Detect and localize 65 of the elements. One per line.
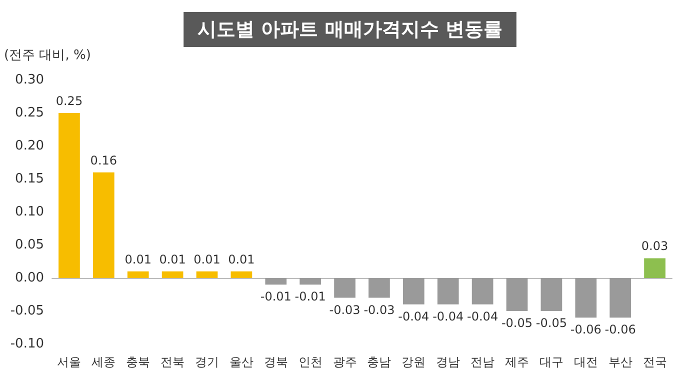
bar bbox=[162, 271, 184, 278]
bar bbox=[92, 172, 114, 278]
x-tick-label: 충북 bbox=[126, 355, 150, 369]
bar bbox=[230, 271, 252, 278]
bar bbox=[506, 278, 528, 311]
y-tick-label: -0.05 bbox=[10, 304, 44, 318]
data-label: -0.06 bbox=[604, 322, 636, 337]
x-tick-label: 세종 bbox=[92, 355, 116, 369]
data-label: -0.03 bbox=[329, 302, 360, 317]
x-tick-label: 경남 bbox=[436, 355, 460, 369]
x-tick-label: 서울 bbox=[57, 355, 82, 369]
data-label: 0.03 bbox=[641, 239, 668, 254]
y-tick-label: -0.10 bbox=[10, 336, 44, 352]
data-label: -0.03 bbox=[364, 302, 395, 317]
data-label: -0.04 bbox=[432, 309, 464, 324]
y-tick-label: 0.15 bbox=[15, 172, 44, 186]
data-label: -0.05 bbox=[501, 316, 533, 330]
data-label: -0.04 bbox=[398, 309, 430, 324]
x-tick-label: 대전 bbox=[574, 355, 598, 369]
x-tick-label: 대구 bbox=[539, 355, 564, 369]
bar bbox=[610, 278, 632, 318]
data-label: -0.01 bbox=[260, 290, 292, 304]
data-label: 0.25 bbox=[56, 94, 83, 108]
x-tick-label: 경북 bbox=[264, 355, 288, 369]
x-tick-label: 강원 bbox=[402, 355, 426, 369]
data-label: -0.04 bbox=[467, 309, 498, 324]
x-tick-label: 경기 bbox=[195, 355, 219, 369]
chart-title: 시도별 아파트 매매가격지수 변동률 bbox=[198, 18, 502, 40]
x-tick-label: 전남 bbox=[470, 355, 495, 369]
y-tick-label: 0.20 bbox=[15, 138, 44, 154]
bar bbox=[196, 271, 218, 278]
bar bbox=[58, 113, 80, 278]
bar bbox=[127, 271, 149, 278]
data-label: 0.01 bbox=[159, 252, 186, 266]
y-tick-label: 0.00 bbox=[15, 270, 44, 286]
y-tick-label: 0.30 bbox=[15, 72, 44, 88]
data-label: 0.01 bbox=[228, 252, 255, 266]
data-label: 0.16 bbox=[90, 153, 118, 168]
bar bbox=[334, 278, 356, 298]
bar bbox=[575, 278, 597, 318]
y-tick-label: 0.25 bbox=[15, 106, 44, 120]
bar bbox=[540, 278, 562, 311]
bar bbox=[300, 278, 322, 285]
bar bbox=[402, 278, 424, 304]
data-label: -0.06 bbox=[570, 322, 602, 337]
data-label: -0.05 bbox=[536, 316, 567, 330]
bar bbox=[644, 258, 666, 278]
x-tick-label: 울산 bbox=[229, 355, 254, 369]
data-label: 0.01 bbox=[124, 252, 152, 266]
x-tick-label: 부산 bbox=[608, 355, 632, 369]
bar bbox=[265, 278, 287, 285]
data-label: 0.01 bbox=[194, 252, 220, 266]
x-tick-label: 전북 bbox=[160, 355, 185, 369]
x-tick-label: 충남 bbox=[367, 355, 392, 369]
y-axis-title: (전주 대비, %) bbox=[4, 48, 91, 63]
bar bbox=[437, 278, 459, 304]
bar bbox=[472, 278, 494, 304]
y-tick-label: 0.05 bbox=[15, 238, 44, 252]
y-tick-label: 0.10 bbox=[15, 204, 44, 220]
x-tick-label: 인천 bbox=[298, 355, 322, 369]
bar bbox=[368, 278, 390, 298]
x-tick-label: 전국 bbox=[642, 355, 667, 369]
x-tick-label: 제주 bbox=[505, 355, 529, 369]
x-tick-label: 광주 bbox=[332, 355, 357, 369]
data-label: -0.01 bbox=[294, 290, 326, 304]
